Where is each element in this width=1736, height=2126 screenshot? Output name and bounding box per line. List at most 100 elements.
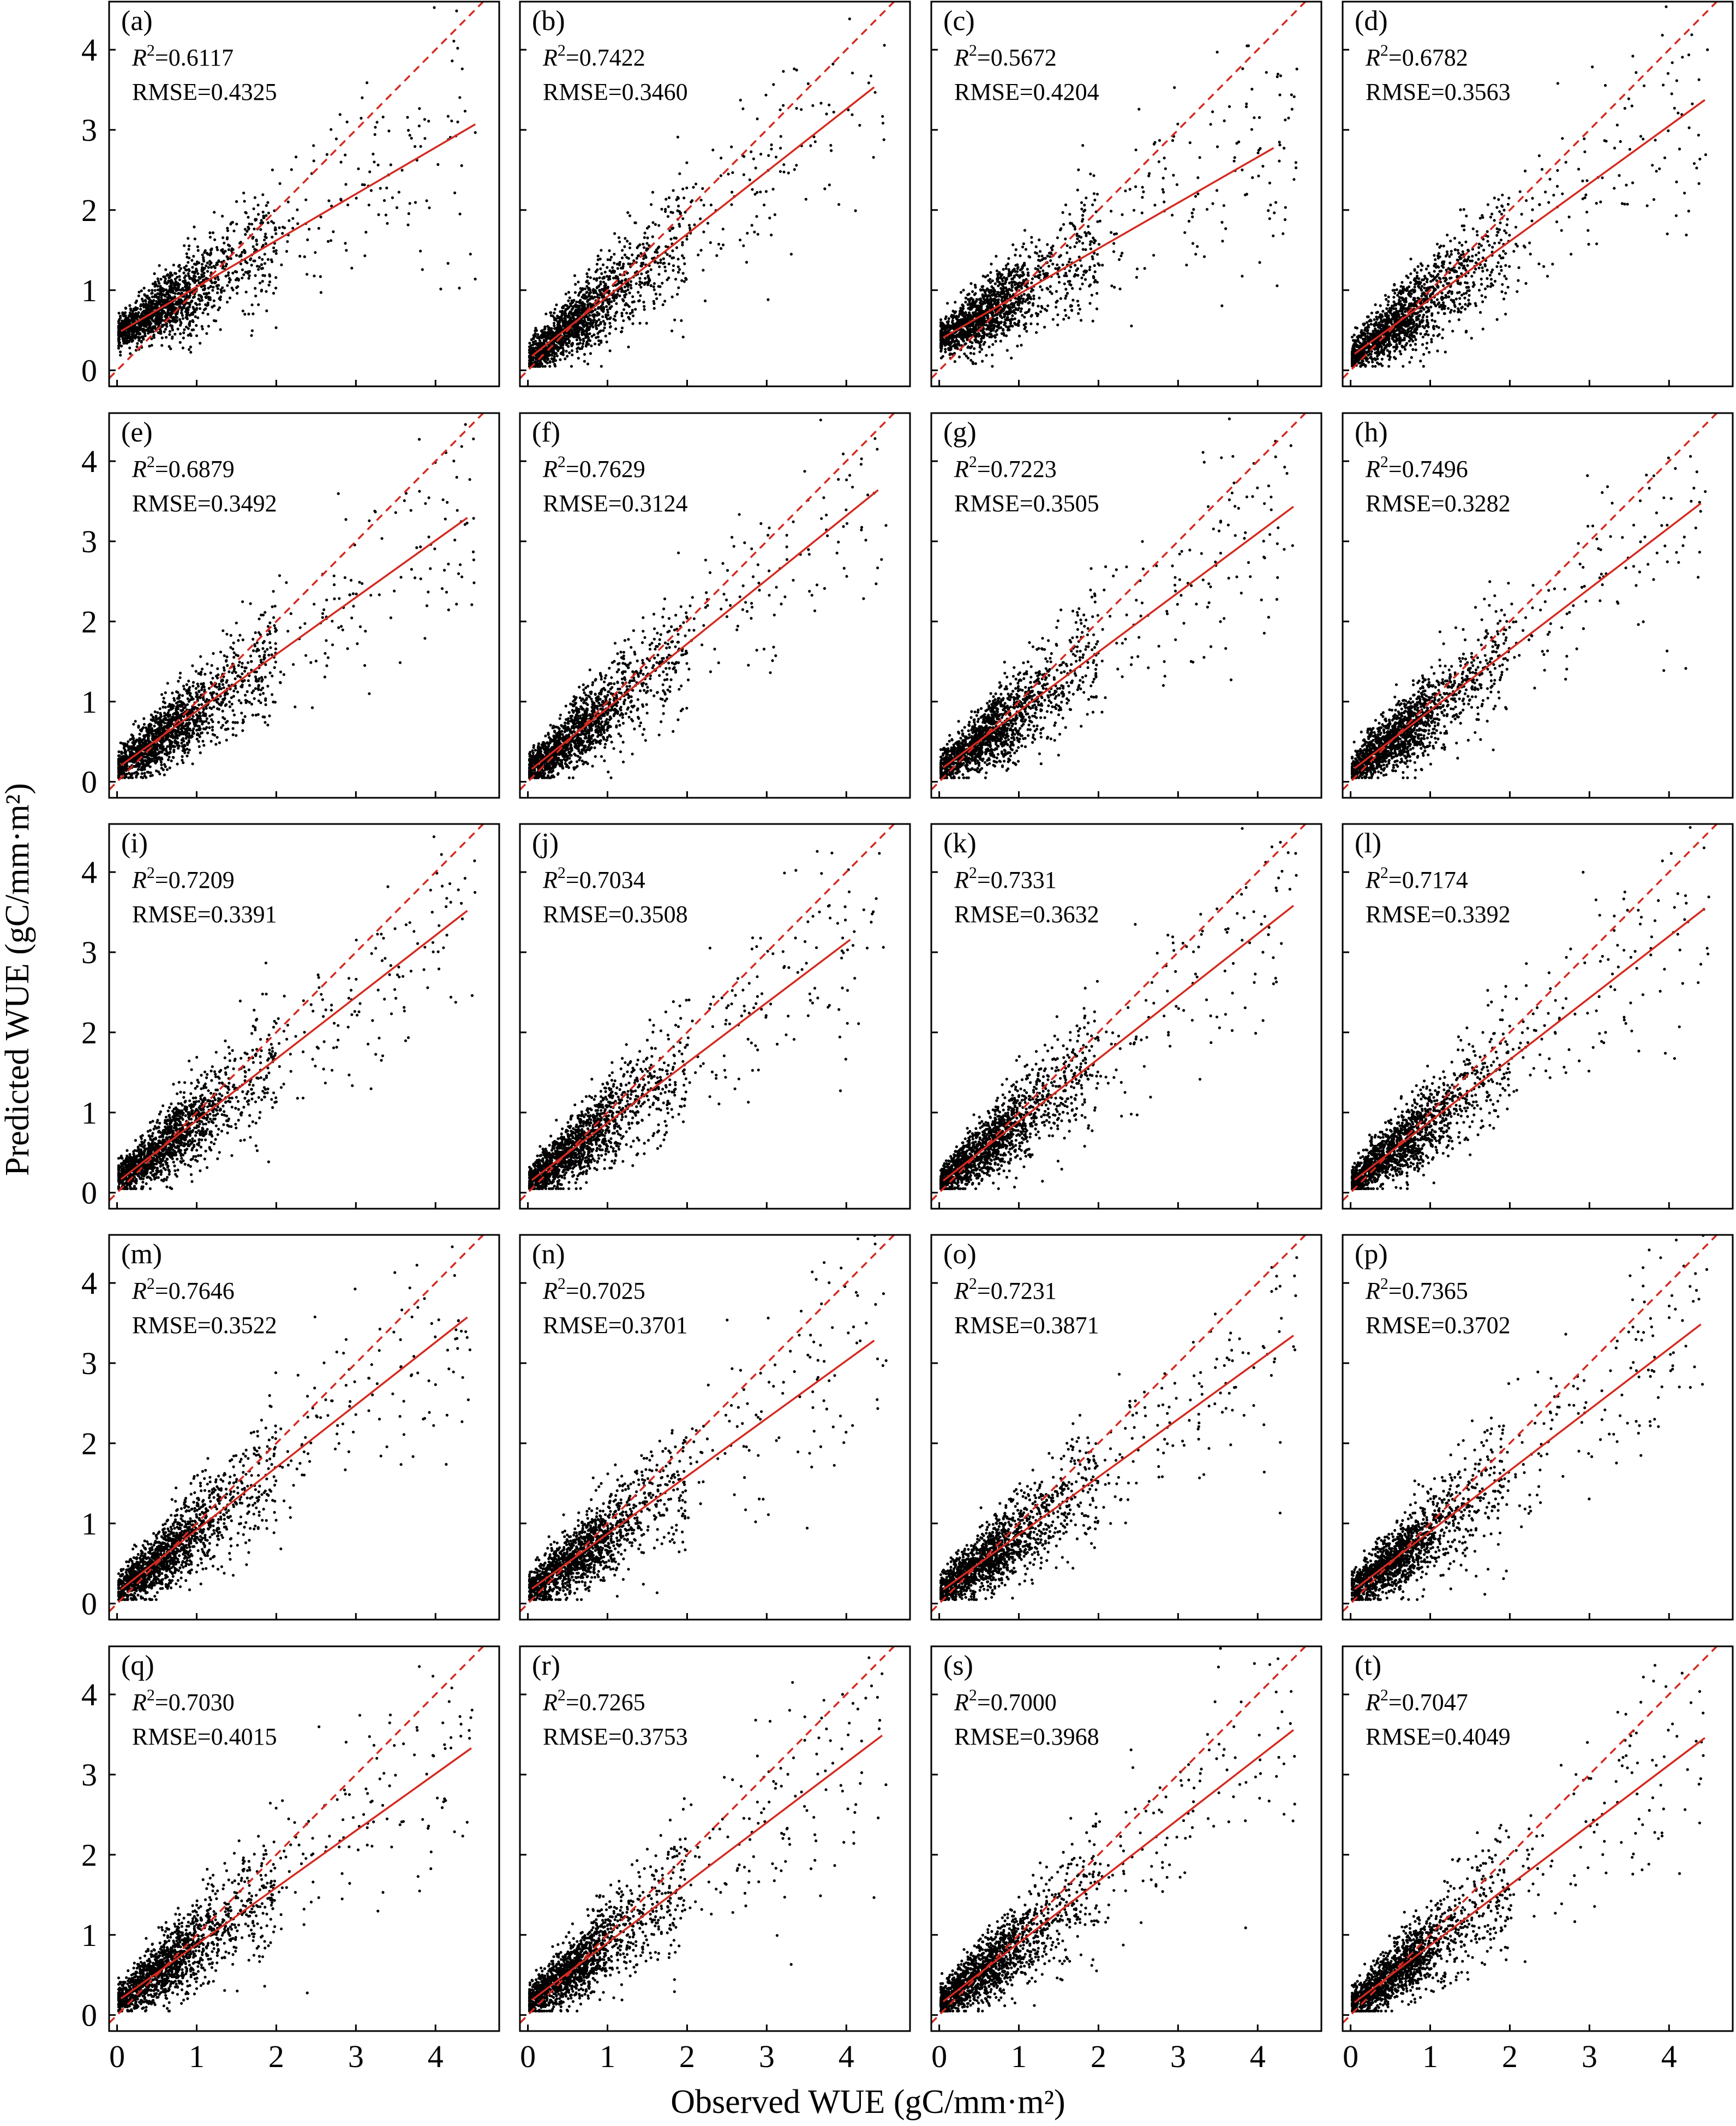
data-point [609, 316, 612, 319]
data-point [187, 281, 190, 284]
data-point [139, 332, 142, 336]
data-point [681, 217, 685, 220]
data-point [1010, 356, 1013, 360]
data-point [730, 145, 733, 148]
data-point [600, 249, 603, 252]
data-point [1036, 323, 1039, 326]
data-point [793, 67, 796, 70]
data-point [1152, 254, 1156, 257]
data-point [183, 244, 186, 247]
data-point [1171, 213, 1174, 217]
data-point [196, 249, 200, 252]
data-point [685, 186, 689, 189]
data-point [596, 293, 600, 296]
data-point [1259, 147, 1262, 150]
data-point [267, 283, 271, 287]
data-point [998, 280, 1001, 284]
data-point [1038, 238, 1041, 242]
data-point [168, 279, 171, 283]
data-point [668, 254, 672, 258]
data-point [990, 324, 993, 327]
data-point [565, 350, 568, 353]
data-point [280, 263, 283, 266]
data-point [980, 307, 983, 310]
data-point [1552, 194, 1555, 197]
data-point [978, 342, 981, 345]
data-point [291, 217, 295, 220]
data-point [553, 352, 557, 355]
data-point [699, 199, 703, 202]
data-point [153, 285, 157, 288]
data-point [1027, 271, 1030, 274]
data-point [592, 291, 595, 295]
data-point [1117, 258, 1121, 261]
data-point [188, 277, 191, 280]
data-point [419, 249, 422, 253]
data-point [140, 339, 143, 343]
data-point [1017, 282, 1020, 285]
data-point [631, 322, 634, 325]
data-point [1063, 274, 1066, 277]
data-point [193, 262, 196, 266]
data-point [570, 349, 574, 353]
data-point [615, 302, 618, 305]
data-point [1073, 225, 1076, 229]
data-point [162, 275, 165, 278]
data-point [397, 190, 400, 194]
data-point [1011, 314, 1014, 318]
data-point [129, 307, 132, 310]
data-point [620, 330, 623, 333]
data-point [187, 237, 190, 240]
data-point [159, 330, 163, 333]
data-point [576, 350, 579, 353]
data-point [206, 253, 209, 256]
data-point [381, 115, 385, 119]
data-point [196, 316, 200, 319]
data-point [235, 270, 238, 273]
data-point [161, 325, 164, 328]
data-point [1027, 255, 1031, 258]
data-point [1010, 310, 1014, 314]
data-point [675, 246, 679, 249]
data-point [1292, 178, 1296, 181]
data-point [313, 274, 316, 278]
data-point [591, 325, 595, 329]
data-point [214, 277, 217, 280]
data-point [1085, 232, 1088, 235]
data-point [1009, 322, 1013, 325]
data-point [782, 170, 786, 174]
data-point [1043, 276, 1046, 279]
data-point [560, 313, 564, 316]
data-point [592, 315, 596, 319]
fit-line [121, 123, 476, 332]
data-point [547, 344, 550, 348]
data-point [804, 198, 807, 201]
data-point [980, 337, 983, 341]
data-point [966, 356, 970, 360]
data-point [595, 278, 598, 282]
data-point [1007, 257, 1010, 260]
data-point [642, 257, 645, 260]
data-point [161, 292, 164, 296]
data-point [634, 221, 637, 224]
data-point [176, 276, 179, 279]
data-point [1037, 254, 1040, 258]
data-point [124, 341, 128, 344]
data-point [156, 277, 159, 280]
data-point [990, 262, 993, 266]
data-point [1036, 268, 1039, 271]
data-point [255, 243, 259, 246]
data-point [143, 312, 146, 315]
data-point [1056, 313, 1059, 316]
data-point [715, 254, 719, 257]
data-point [175, 319, 178, 322]
data-point [962, 333, 966, 336]
data-point [1014, 270, 1017, 273]
data-point [622, 308, 626, 311]
data-point [145, 305, 148, 309]
data-point [1096, 280, 1099, 284]
data-point [600, 365, 603, 368]
data-point [657, 273, 661, 276]
data-point [1073, 245, 1076, 248]
data-point [597, 339, 601, 342]
